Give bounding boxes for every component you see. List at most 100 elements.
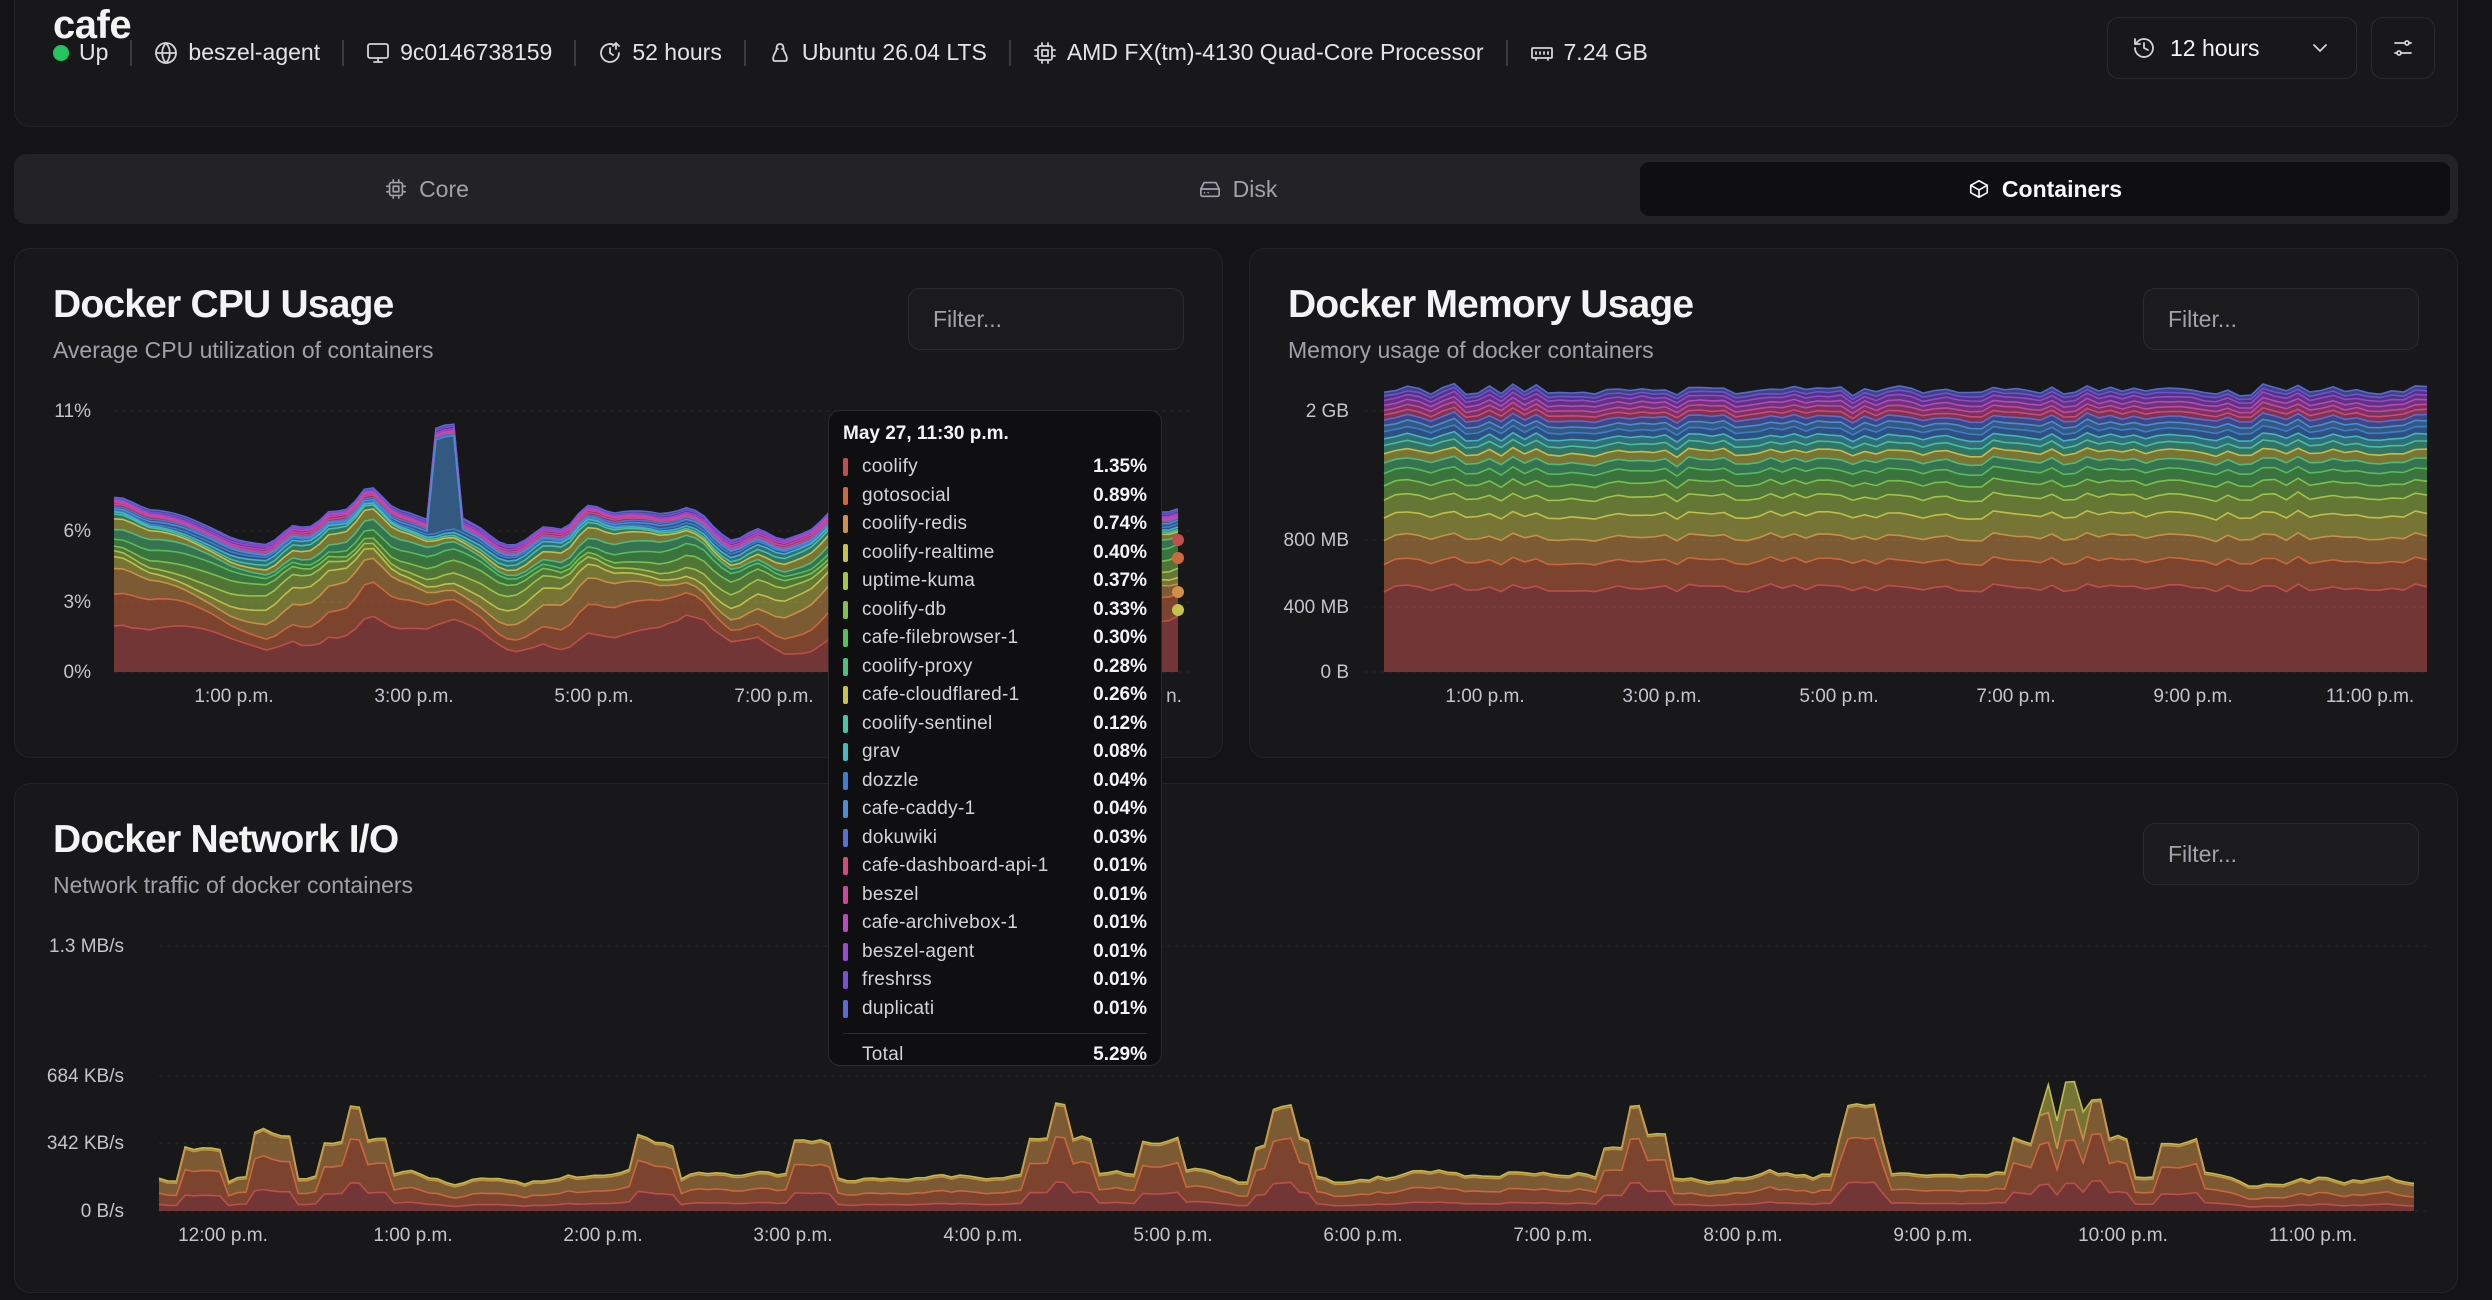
tab-label: Containers [2001,175,2123,202]
tab-bar: Core Disk Containers [14,154,2458,224]
series-line [1383,455,2428,468]
series-area [114,558,1178,643]
y-tick-label: 11% [54,401,91,422]
y-tick-label: 1.3 MB/s [49,936,124,957]
tooltip-series-value: 0.26% [1093,684,1147,706]
tooltip-series-value: 0.01% [1093,883,1147,905]
series-area [114,428,1178,550]
series-area [1384,407,2427,424]
tooltip-rows: coolify 1.35% gotosocial 0.89% coolify-redis… [843,453,1147,1023]
y-tick-label: 2 GB [1306,401,1349,422]
tooltip-series-name: beszel [862,883,919,905]
y-tick-label: 3% [64,592,92,613]
x-tick-label: 12:00 p.m. [178,1225,268,1246]
tooltip-series-name: uptime-kuma [862,570,976,592]
divider [743,39,746,66]
series-area [114,529,1178,586]
tooltip-series-name: dozzle [862,769,919,791]
series-color-swatch [843,971,848,990]
tooltip-series-name: coolify-realtime [862,541,995,563]
series-line [1383,406,2428,420]
uptime-item: 52 hours [598,39,722,66]
tooltip-row: coolify-db 0.33% [843,596,1147,625]
series-area [1384,431,2427,450]
memory-label: 7.24 GB [1563,39,1648,65]
chart-description: Network traffic of docker containers [53,872,414,898]
tooltip-series-name: coolify [862,456,918,478]
series-line [1383,410,2428,425]
box-icon [1969,179,1988,199]
divider [342,39,345,66]
tooltip-series-name: duplicati [862,997,935,1019]
series-line [1383,430,2428,444]
series-color-swatch [843,486,848,505]
series-area [1384,401,2427,419]
tab-core[interactable]: Core [22,162,832,216]
status-item: Up [53,39,108,66]
tab-label: Core [419,175,469,202]
os-label: Ubuntu 26.04 LTS [801,39,987,65]
status-label: Up [79,39,109,65]
y-tick-label: 684 KB/s [47,1066,124,1087]
tooltip-series-name: cafe-archivebox-1 [862,912,1019,934]
memory-filter-input[interactable] [2143,288,2419,350]
active-point-dot [1172,586,1184,598]
docker-memory-chart: 2 GB 800 MB 400 MB 0 B 1:00 p.m. 3:00 p.m. 5:0… [1284,382,2428,707]
series-line [1383,555,2428,567]
system-info-row: Up beszel-agent 9c0146738159 52 hours Ub… [53,39,1648,66]
sliders-icon [2391,36,2415,60]
x-tick-label: 7:00 p.m. [734,686,813,707]
tooltip-series-name: coolify-proxy [862,655,973,677]
memory-stick-icon [1530,41,1554,65]
tooltip-series-value: 0.01% [1093,969,1147,991]
series-color-swatch [843,857,848,876]
tab-containers[interactable]: Containers [1640,162,2450,216]
history-icon [2132,36,2156,60]
chart-title: Docker CPU Usage [53,283,394,326]
tooltip-series-name: coolify-sentinel [862,712,993,734]
tooltip-series-value: 1.35% [1093,456,1147,478]
series-area [1384,556,2427,592]
series-color-swatch [843,572,848,591]
disk-icon [1199,181,1220,198]
y-tick-label: 0 B/s [81,1201,124,1222]
tooltip-row: cafe-archivebox-1 0.01% [843,909,1147,938]
globe-icon [154,41,178,65]
series-color-swatch [843,515,848,534]
tooltip-title: May 27, 11:30 p.m. [843,423,1009,444]
tooltip-series-value: 0.01% [1093,855,1147,877]
tooltip-series-value: 0.03% [1093,826,1147,848]
tooltip-series-value: 0.89% [1093,484,1147,506]
time-range-select[interactable]: 12 hours [2107,17,2357,79]
series-color-swatch [843,885,848,904]
tooltip-row: coolify-proxy 0.28% [843,653,1147,682]
docker-cpu-card: Docker CPU Usage Average CPU utilization… [14,248,1223,758]
cpu-model-item: AMD FX(tm)-4130 Quad-Core Processor [1033,39,1484,66]
tooltip-series-value: 0.30% [1093,627,1147,649]
linux-icon [768,41,792,65]
series-area [114,538,1178,597]
series-color-swatch [843,800,848,819]
network-filter-input[interactable] [2143,823,2419,885]
series-line [1383,491,2428,503]
chart-settings-button[interactable] [2371,17,2435,79]
series-color-swatch [843,458,848,477]
tooltip-row: grav 0.08% [843,738,1147,767]
chart-title: Docker Network I/O [53,818,399,861]
y-tick-label: 800 MB [1284,530,1349,551]
active-point-dot [1172,534,1184,546]
memory-item: 7.24 GB [1530,39,1648,66]
x-tick-label: 1:00 p.m. [1445,686,1524,707]
tooltip-series-value: 0.04% [1093,769,1147,791]
x-tick-label: 3:00 p.m. [1622,686,1701,707]
tab-disk[interactable]: Disk [832,162,1644,216]
clock-arrow-up-icon [598,41,622,65]
series-area [1384,425,2427,443]
active-point-dot [1172,552,1184,564]
y-tick-label: 342 KB/s [47,1133,124,1154]
x-tick-label: n. [1166,686,1182,707]
y-tick-label: 0 B [1320,662,1349,683]
x-tick-label: 5:00 p.m. [554,686,633,707]
monitor-icon [366,41,390,65]
cpu-filter-input[interactable] [908,288,1184,350]
